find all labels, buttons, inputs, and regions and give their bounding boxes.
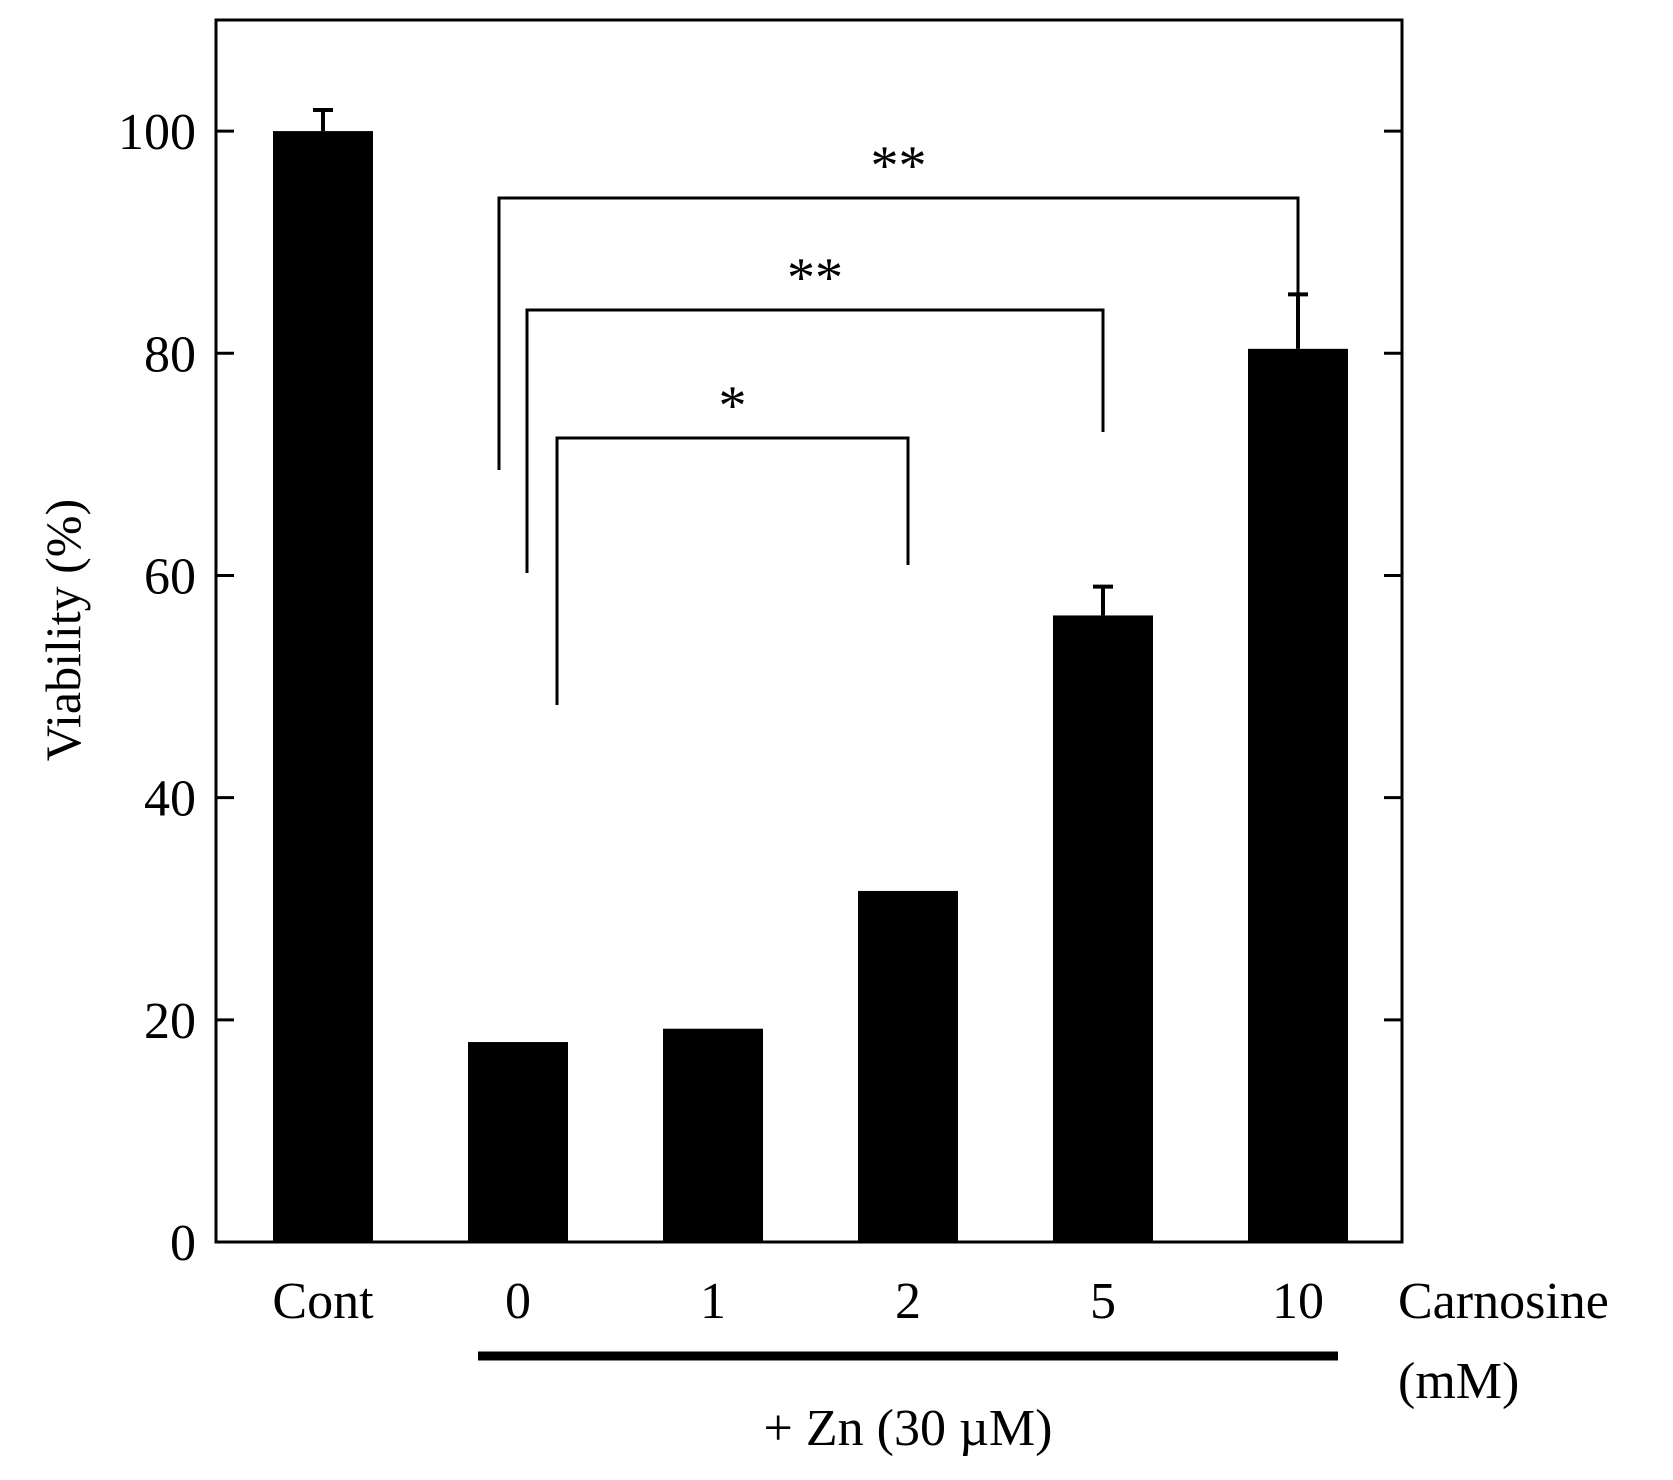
y-tick-label-20: 20: [144, 993, 196, 1050]
y-tick-label-100: 100: [118, 104, 196, 161]
significance-label-3: **: [871, 135, 927, 197]
bar-5: [1053, 615, 1153, 1242]
bar-10: [1248, 348, 1348, 1242]
y-axis-title: Viability (%): [35, 499, 91, 761]
zn-group-label: + Zn (30 µM): [764, 1400, 1053, 1457]
axis-labels: Viability (%) Carnosine (mM) + Zn (30 µM…: [35, 499, 1609, 1457]
significance-bracket-2: [525, 308, 1105, 573]
error-bars: [313, 107, 1308, 616]
significance-bracket-1: [555, 436, 910, 705]
x-axis-title-line-2: (mM): [1398, 1353, 1519, 1410]
significance-brackets: *****: [497, 135, 1300, 705]
significance-label-1: *: [719, 375, 747, 437]
bar-2: [858, 890, 958, 1242]
y-tick-label-40: 40: [144, 771, 196, 828]
significance-bracket-3: [497, 196, 1300, 470]
x-axis-title-line-1: Carnosine: [1398, 1273, 1609, 1330]
x-axis-categories: Cont 0 1 2 5 10: [272, 1273, 1324, 1330]
plot-frame: [214, 18, 1404, 1244]
significance-label-2: **: [787, 247, 843, 309]
plot-border: [214, 18, 1404, 1244]
bar-series: [273, 131, 1348, 1242]
x-tick-label-2: 2: [895, 1273, 921, 1330]
x-tick-label-5: 5: [1090, 1273, 1116, 1330]
bar-1: [663, 1028, 763, 1242]
x-tick-label-Cont: Cont: [272, 1273, 374, 1330]
bar-Cont: [273, 131, 373, 1242]
x-tick-label-10: 10: [1272, 1273, 1324, 1330]
y-tick-label-60: 60: [144, 548, 196, 605]
x-tick-label-0: 0: [505, 1273, 531, 1330]
x-tick-label-1: 1: [700, 1273, 726, 1330]
y-axis-ticks: 0 20 40 60 80 100: [118, 104, 1402, 1272]
y-tick-label-80: 80: [144, 326, 196, 383]
y-tick-label-0: 0: [170, 1215, 196, 1272]
bar-0: [468, 1042, 568, 1242]
